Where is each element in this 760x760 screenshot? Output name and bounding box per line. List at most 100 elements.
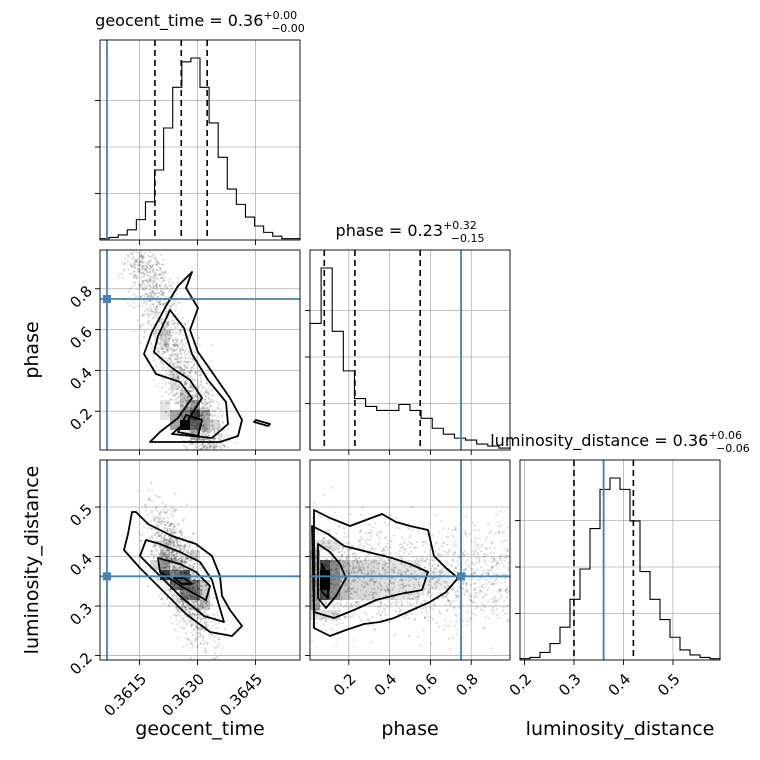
sample-point [490,609,493,612]
sample-point [166,348,169,352]
sample-point [185,407,188,410]
sample-point [500,582,503,585]
sample-point [152,268,155,271]
sample-point [198,444,201,447]
sample-point [179,339,182,342]
sample-point [146,273,149,277]
sample-point [149,553,152,556]
sample-point [190,571,193,574]
sample-point [203,610,206,613]
sample-point [220,416,223,419]
sample-point [485,553,488,556]
sample-point [187,558,190,562]
sample-point [209,429,212,432]
sample-point [138,270,141,273]
sample-point [175,341,178,344]
sample-point [190,369,193,373]
sample-point [201,407,205,410]
sample-point [181,555,184,558]
sample-point [207,431,210,434]
sample-point [152,287,155,290]
sample-point [180,600,183,604]
sample-point [156,311,159,314]
sample-point [151,510,154,513]
sample-point [141,264,144,267]
sample-point [169,334,172,337]
sample-point [166,286,169,289]
sample-point [211,423,215,426]
sample-point [149,526,152,530]
sample-point [475,578,479,581]
sample-point [188,409,191,412]
sample-point [139,269,142,272]
sample-point [139,534,142,537]
sample-point [445,543,449,546]
sample-point [179,329,182,332]
sample-point [219,447,222,450]
sample-point [193,628,196,631]
sample-point [139,254,142,257]
sample-point [190,389,193,392]
sample-point [203,438,206,441]
sample-point [157,295,160,298]
sample-point [431,617,434,621]
sample-point [162,547,165,550]
sample-point [200,411,203,415]
sample-point [158,513,161,516]
sample-point [187,320,190,323]
sample-point [193,614,196,617]
sample-point [174,358,177,361]
sample-point [143,300,146,303]
sample-point [186,597,189,600]
sample-point [167,520,170,523]
sample-point [485,547,488,550]
sample-point [150,499,153,502]
histogram [309,267,511,450]
sample-point [201,402,204,405]
sample-point [159,361,162,364]
sample-point [213,652,217,655]
sample-point [417,635,420,639]
sample-point [175,572,178,575]
sample-point [142,313,145,316]
sample-point [171,541,174,544]
sample-point [213,437,216,440]
sample-point [150,299,153,303]
sample-point [216,400,219,404]
sample-point [150,324,153,327]
sample-point [210,344,213,347]
sample-point [207,433,210,436]
sample-point [469,595,472,598]
sample-point [175,568,178,571]
sample-point [197,632,200,635]
sample-point [173,383,176,386]
sample-point [494,572,497,575]
sample-point [168,530,171,533]
sample-point [127,268,130,272]
sample-point [147,499,151,502]
sample-point [144,269,147,272]
sample-point [166,321,169,324]
sample-point [197,369,200,372]
sample-point [194,446,197,449]
sample-point [146,266,149,269]
sample-point [155,285,158,288]
sample-point [168,368,171,371]
sample-point [158,540,161,543]
sample-point [171,568,174,571]
sample-point [195,601,198,604]
sample-point [196,644,199,648]
sample-point [388,600,391,603]
sample-point [502,609,505,612]
sample-point [355,601,358,604]
sample-point [164,523,167,526]
sample-point [212,426,215,429]
sample-point [171,323,174,326]
sample-point [359,531,362,534]
sample-point [500,572,503,576]
sample-point [453,606,456,609]
sample-point [202,600,206,603]
sample-point [174,338,177,342]
sample-point [201,413,204,416]
sample-point [169,284,172,287]
